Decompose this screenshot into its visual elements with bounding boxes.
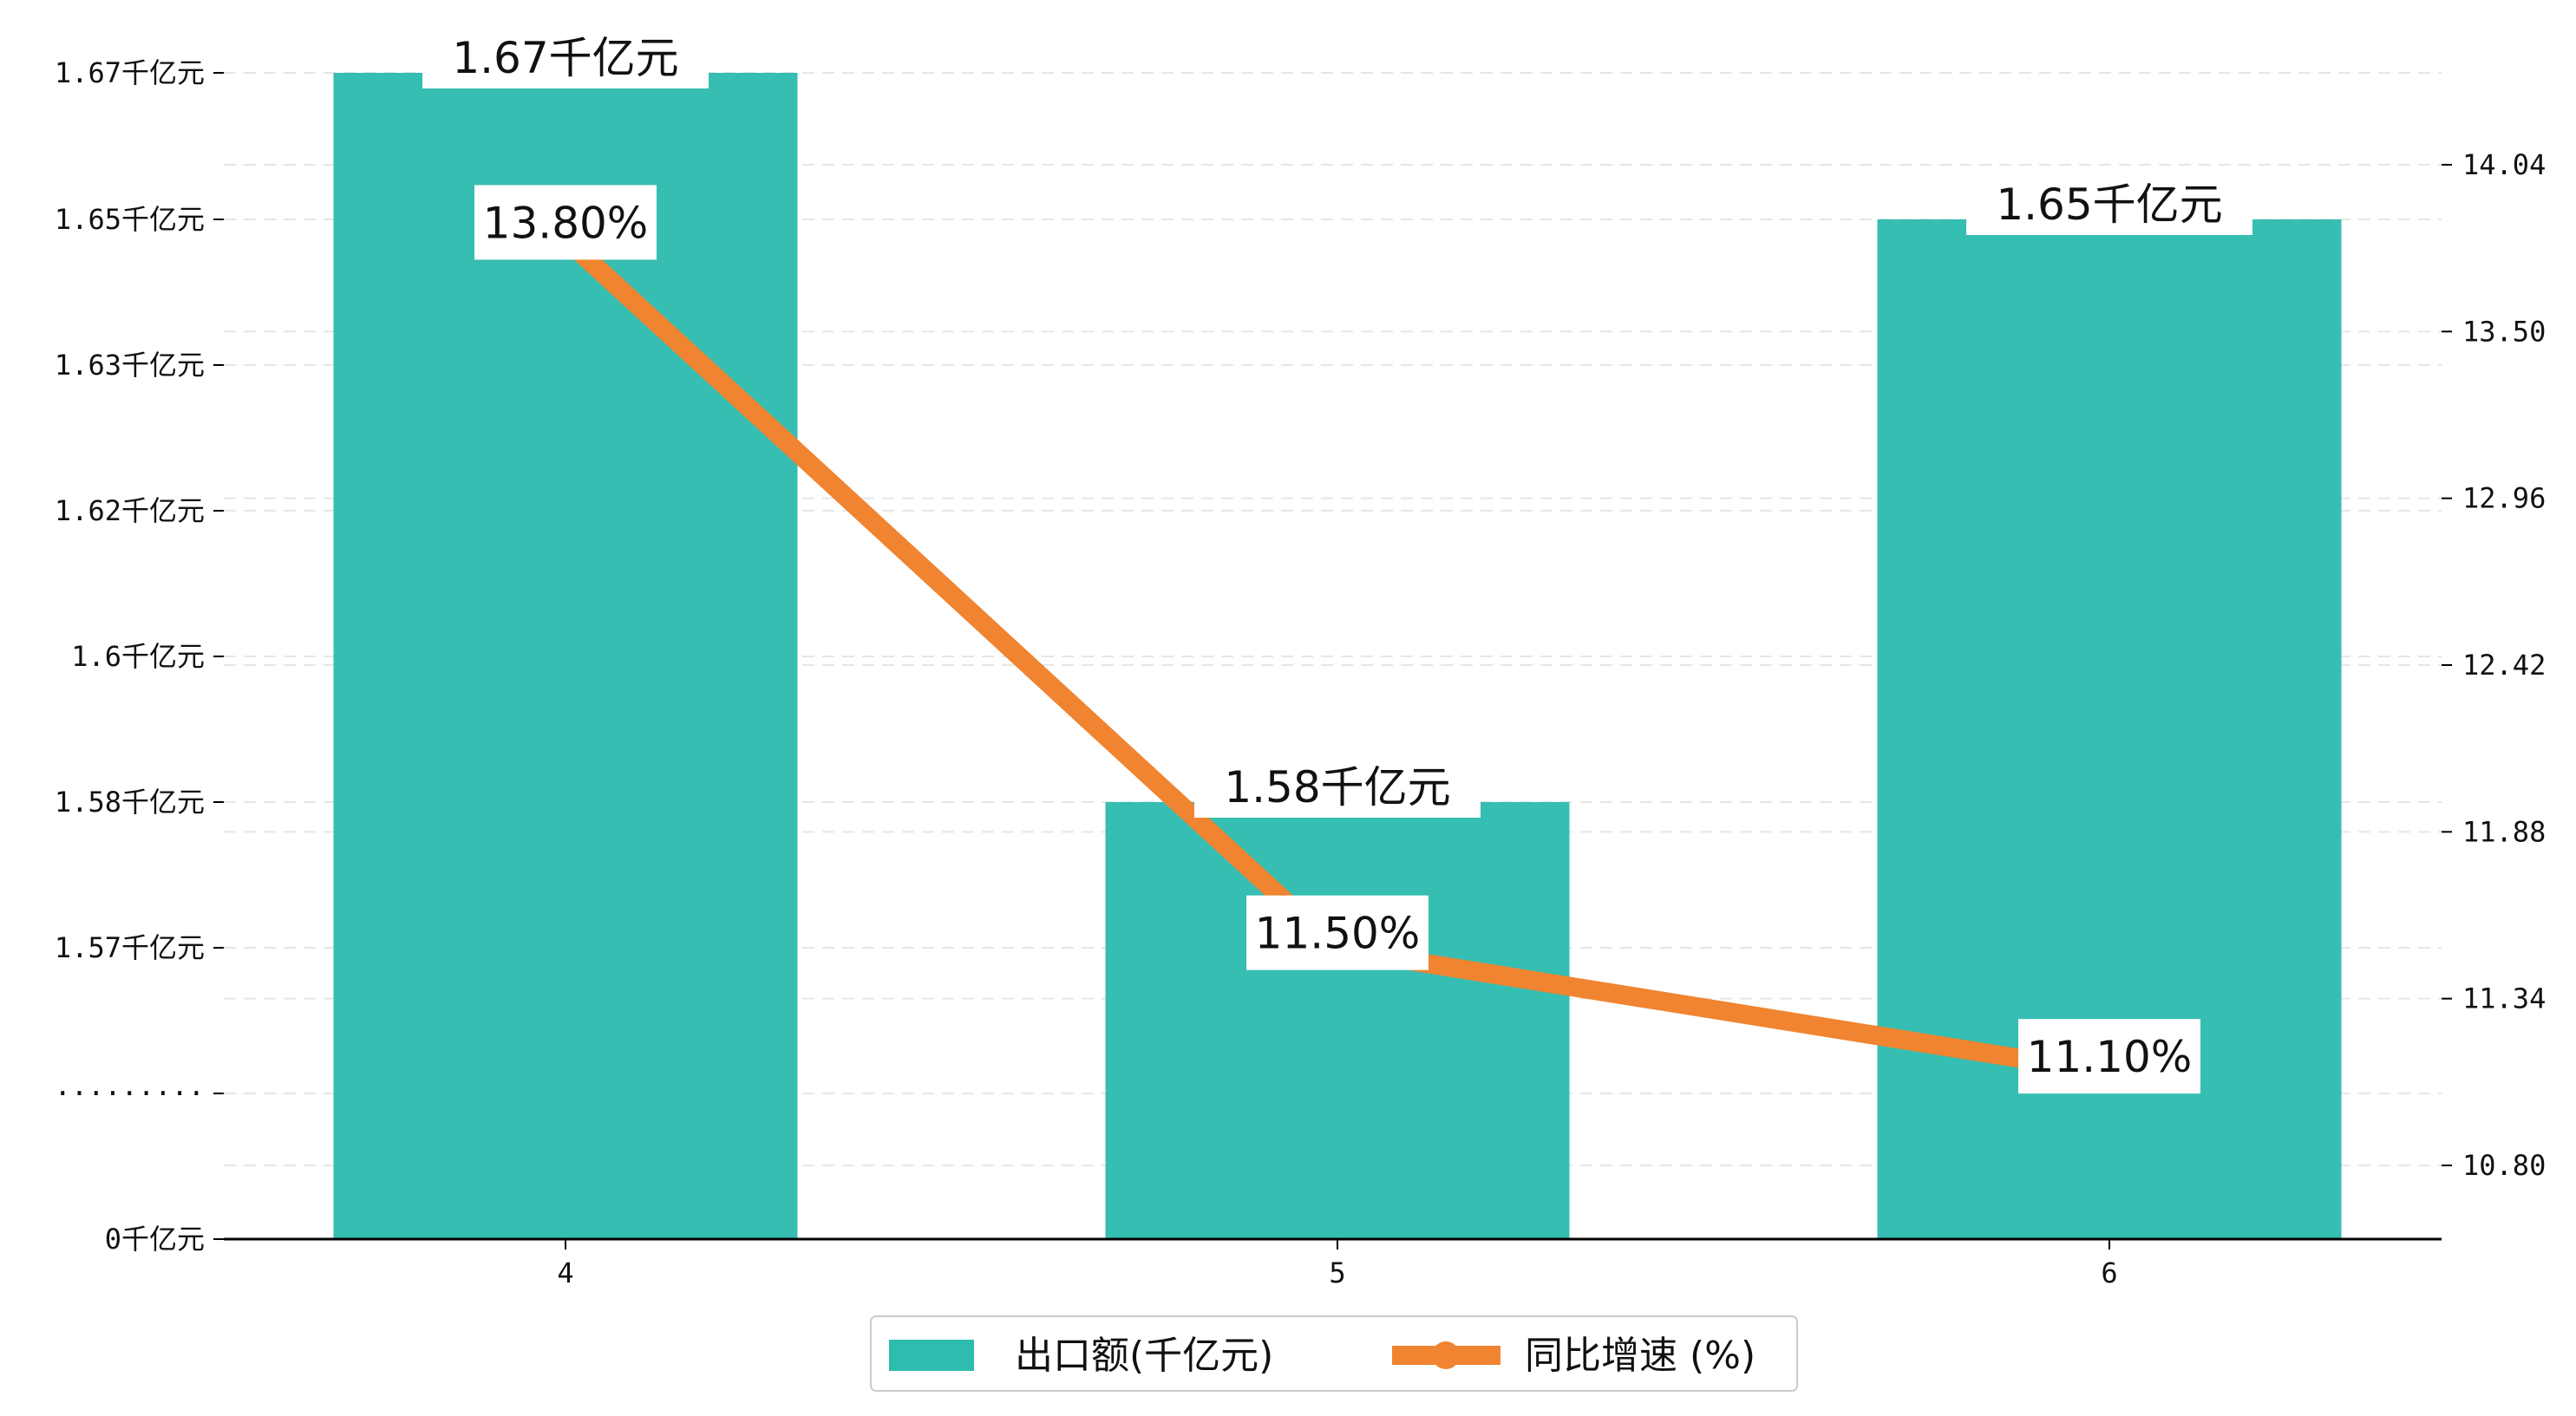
left-tick-label: 1.62千亿元 [55,494,205,527]
right-tick-label: 11.34 [2462,982,2546,1015]
left-tick-label: 1.6千亿元 [71,640,205,673]
left-tick-label: 1.65千亿元 [55,203,205,236]
x-tick-label-5: 5 [1329,1256,1345,1289]
growth-value-label-5: 11.50% [1255,909,1421,959]
legend: 出口额(千亿元) 同比增速 (%) [871,1316,1797,1391]
right-tick-label: 10.80 [2462,1149,2546,1182]
left-tick-label: 0千亿元 [105,1223,205,1256]
left-tick-label: 1.67千亿元 [55,56,205,89]
x-tick-label-6: 6 [2101,1256,2117,1289]
bar-value-label-6: 1.65千亿元 [1996,179,2222,230]
growth-value-label-6: 11.10% [2027,1032,2193,1082]
legend-swatch-marker [1432,1341,1460,1369]
bar-value-label-4: 1.67千亿元 [452,33,678,83]
right-tick-label: 12.42 [2462,649,2546,682]
legend-label-bar: 出口额(千亿元) [1015,1334,1273,1378]
left-tick-label: ········· [55,1077,205,1110]
bar-value-label-5: 1.58千亿元 [1224,762,1450,812]
right-tick-label: 12.96 [2462,482,2546,515]
right-tick-label: 14.04 [2462,148,2546,181]
legend-swatch-bar [889,1340,974,1371]
x-tick-label-4: 4 [557,1256,573,1289]
left-tick-label: 1.58千亿元 [55,786,205,819]
bar-5 [1106,802,1570,1239]
legend-label-line: 同比增速 (%) [1525,1334,1755,1378]
left-tick-label: 1.63千亿元 [55,349,205,382]
right-tick-label: 13.50 [2462,315,2546,348]
left-tick-label: 1.57千亿元 [55,931,205,964]
growth-value-label-4: 13.80% [483,198,649,248]
right-tick-label: 11.88 [2462,815,2546,848]
